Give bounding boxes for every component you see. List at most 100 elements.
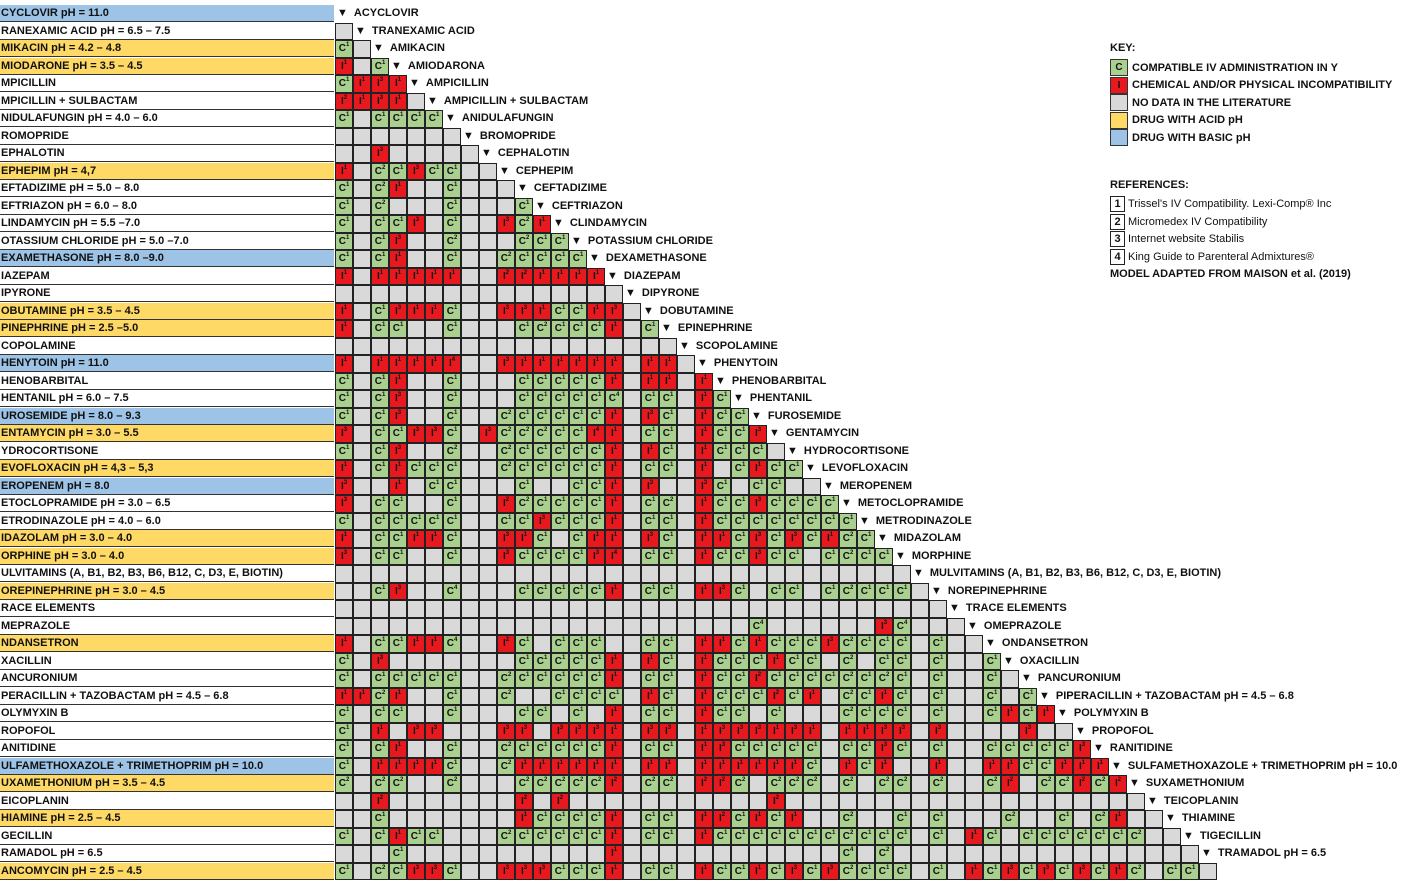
no-data-cell — [623, 407, 641, 425]
compatible-cell: C1 — [587, 477, 605, 495]
no-data-cell — [497, 617, 515, 635]
diagonal-label-text: OMEPRAZOLE — [983, 619, 1062, 632]
compatible-cell: C1 — [587, 582, 605, 600]
compatible-cell: C1 — [1019, 740, 1037, 758]
no-data-cell — [407, 617, 425, 635]
compatible-cell: C2 — [785, 775, 803, 793]
compatible-cell: C1 — [713, 390, 731, 408]
compatible-cell: C1 — [443, 477, 461, 495]
no-data-cell — [443, 145, 461, 163]
incompatible-cell: I1 — [713, 635, 731, 653]
compatible-cell: C1 — [731, 495, 749, 513]
compatible-cell: C1 — [551, 670, 569, 688]
no-data-cell — [461, 425, 479, 443]
no-data-cell — [821, 600, 839, 618]
incompatible-cell: I2 — [335, 92, 353, 110]
no-data-cell — [353, 145, 371, 163]
no-data-cell — [335, 617, 353, 635]
acid-swatch — [1110, 111, 1128, 129]
compatible-cell: C2 — [497, 827, 515, 845]
no-data-cell — [947, 687, 965, 705]
row-label: XACILLIN — [0, 652, 334, 670]
row-label: ORPHINE pH = 3.0 – 4.0 — [0, 547, 334, 565]
no-data-cell — [479, 670, 497, 688]
no-data-cell — [1145, 810, 1163, 828]
compatible-cell: C1 — [893, 705, 911, 723]
no-data-cell — [1073, 792, 1091, 810]
no-data-cell — [695, 600, 713, 618]
compatible-cell: C1 — [749, 827, 767, 845]
no-data-cell — [623, 425, 641, 443]
no-data-cell — [713, 600, 731, 618]
diagonal-label-text: ONDANSETRON — [1001, 637, 1089, 649]
incompatible-cell: I1 — [605, 425, 623, 443]
no-data-cell — [569, 617, 587, 635]
triangle-marker-icon: ▼ — [1003, 654, 1014, 667]
incompatible-cell: I2 — [515, 792, 533, 810]
no-data-cell — [911, 775, 929, 793]
no-data-cell — [479, 337, 497, 355]
compatible-cell: C1 — [551, 862, 569, 880]
diagonal-label-text: PROPOFOL — [1091, 724, 1154, 737]
no-data-cell — [641, 617, 659, 635]
no-data-cell — [785, 477, 803, 495]
compatible-cell: C2 — [803, 775, 821, 793]
diagonal-label-text: FUROSEMIDE — [767, 409, 842, 422]
no-data-cell — [461, 740, 479, 758]
incompatible-cell: I2 — [1073, 775, 1091, 793]
no-data-cell — [425, 617, 443, 635]
row-label: EXAMETHASONE pH = 8.0 –9.0 — [0, 250, 334, 267]
no-data-cell — [353, 372, 371, 390]
triangle-marker-icon: ▼ — [355, 24, 366, 37]
row-label: UROSEMIDE pH = 8.0 – 9.3 — [0, 407, 334, 425]
compatible-cell: C1 — [1163, 862, 1181, 880]
row-label: MPICILLIN — [0, 75, 334, 92]
compatible-cell: C1 — [785, 670, 803, 688]
diagonal-label-text: AMIKACIN — [389, 42, 445, 54]
compatible-cell: C1 — [929, 652, 947, 670]
incompatible-cell: I1 — [695, 512, 713, 530]
compatible-cell: C1 — [551, 740, 569, 758]
no-data-cell — [479, 827, 497, 845]
compatible-cell: C1 — [587, 512, 605, 530]
no-data-cell — [1091, 792, 1109, 810]
triangle-marker-icon: ▼ — [499, 164, 510, 177]
compatible-cell: C1 — [749, 477, 767, 495]
compatible-cell: C1 — [497, 512, 515, 530]
incompatible-cell: I1 — [749, 635, 767, 653]
compatible-cell: C1 — [1037, 827, 1055, 845]
no-data-cell — [407, 145, 425, 163]
row-label: MEPRAZOLE — [0, 617, 334, 635]
diagonal-drug-label: ▼ HYDROCORTISONE — [787, 443, 909, 460]
compatible-cell: C1 — [407, 110, 425, 128]
no-data-cell — [785, 600, 803, 618]
no-data-cell — [461, 600, 479, 618]
compatible-cell: C1 — [587, 652, 605, 670]
compatible-cell: C1 — [551, 652, 569, 670]
compatible-cell: C1 — [803, 862, 821, 880]
no-data-cell — [587, 285, 605, 303]
no-data-cell — [533, 722, 551, 740]
no-data-cell — [461, 617, 479, 635]
incompatible-cell: I1 — [389, 477, 407, 495]
row-label: RACE ELEMENTS — [0, 600, 334, 617]
triangle-marker-icon: ▼ — [337, 7, 348, 19]
compatible-cell: C1 — [515, 547, 533, 565]
compatible-cell: C1 — [929, 705, 947, 723]
no-data-cell — [479, 267, 497, 285]
no-data-cell — [875, 810, 893, 828]
compatible-cell: C1 — [767, 582, 785, 600]
no-data-cell — [407, 810, 425, 828]
no-data-cell — [893, 792, 911, 810]
compatible-cell: C1 — [929, 810, 947, 828]
incompatible-cell: I1 — [605, 740, 623, 758]
no-data-cell — [461, 407, 479, 425]
incompatible-cell: I3 — [551, 722, 569, 740]
incompatible-cell: I3 — [1037, 862, 1055, 880]
no-data-cell — [911, 862, 929, 880]
diagonal-drug-label: ▼ CLINDAMYCIN — [553, 215, 647, 232]
compatible-cell: C1 — [371, 372, 389, 390]
no-data-cell — [353, 722, 371, 740]
incompatible-cell: I1 — [803, 687, 821, 705]
no-data-cell — [353, 250, 371, 268]
